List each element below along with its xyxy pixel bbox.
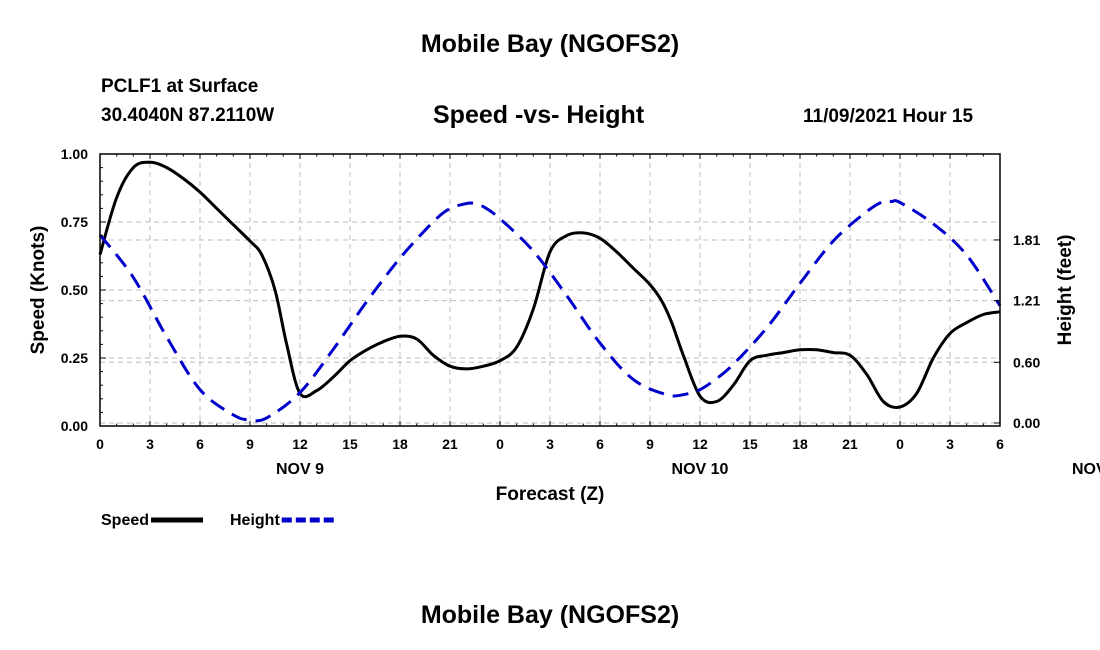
date-label: NOV 10: [672, 461, 729, 478]
x-tick-label: 3: [946, 436, 954, 452]
x-axis-title: Forecast (Z): [496, 484, 605, 505]
x-tick-label: 15: [742, 436, 758, 452]
axis-labels: 0 3 6 9 12 15 18 21 0 3 6 9 12 15 18 21 0 3 6 NOV 9 NOV 10 NO…: [61, 146, 1100, 478]
y-axis-title: Speed (Knots): [28, 226, 49, 355]
legend-label-height: Height: [230, 512, 280, 529]
x-tick-label: 12: [692, 436, 708, 452]
y-tick-label: 0.00: [61, 418, 88, 434]
y-tick-label: 0.75: [61, 214, 88, 230]
page-title: Mobile Bay (NGOFS2): [420, 30, 680, 58]
x-tick-label: 0: [496, 436, 504, 452]
run-timestamp: 11/09/2021 Hour 15: [803, 106, 974, 127]
date-label: NOV 11: [1072, 461, 1100, 478]
axis-ticks: [99, 153, 1001, 427]
station-coordinates: 30.4040N 87.2110W: [101, 105, 275, 126]
height-series-line: [98, 199, 1002, 423]
x-tick-label: 0: [896, 436, 904, 452]
footer-title: Mobile Bay (NGOFS2): [420, 601, 680, 629]
series-layer: [98, 160, 1002, 423]
x-tick-label: 18: [392, 436, 408, 452]
x-tick-label: 15: [342, 436, 358, 452]
x-tick-label: 9: [246, 436, 254, 452]
speed-series-line: [98, 160, 1001, 409]
x-tick-label: 6: [596, 436, 604, 452]
x-tick-label: 21: [442, 436, 458, 452]
x-tick-label: 12: [292, 436, 308, 452]
legend-label-speed: Speed: [101, 512, 149, 529]
speed-height-chart: 0 3 6 9 12 15 18 21 0 3 6 9 12 15 18 21 0 3 6 NOV 9 NOV 10 NO…: [28, 146, 1100, 529]
x-tick-label: 0: [96, 436, 104, 452]
y2-tick-label: 0.60: [1013, 354, 1040, 370]
x-tick-label: 3: [546, 436, 554, 452]
y2-tick-label: 0.00: [1013, 415, 1040, 431]
x-tick-label: 6: [196, 436, 204, 452]
x-tick-label: 18: [792, 436, 808, 452]
legend: Speed Height: [101, 512, 334, 529]
x-tick-label: 6: [996, 436, 1004, 452]
x-tick-label: 21: [842, 436, 858, 452]
y2-tick-label: 1.21: [1013, 293, 1040, 309]
x-tick-label: 3: [146, 436, 154, 452]
y2-tick-label: 1.81: [1013, 232, 1040, 248]
chart-title: Speed -vs- Height: [433, 101, 645, 129]
y-tick-label: 0.50: [61, 282, 88, 298]
date-label: NOV 9: [276, 461, 324, 478]
y-tick-label: 1.00: [61, 146, 88, 162]
grid-lines: [100, 154, 1000, 426]
station-name: PCLF1 at Surface: [101, 76, 259, 97]
y-tick-label: 0.25: [61, 350, 88, 366]
y2-axis-title: Height (feet): [1055, 235, 1076, 346]
x-tick-label: 9: [646, 436, 654, 452]
